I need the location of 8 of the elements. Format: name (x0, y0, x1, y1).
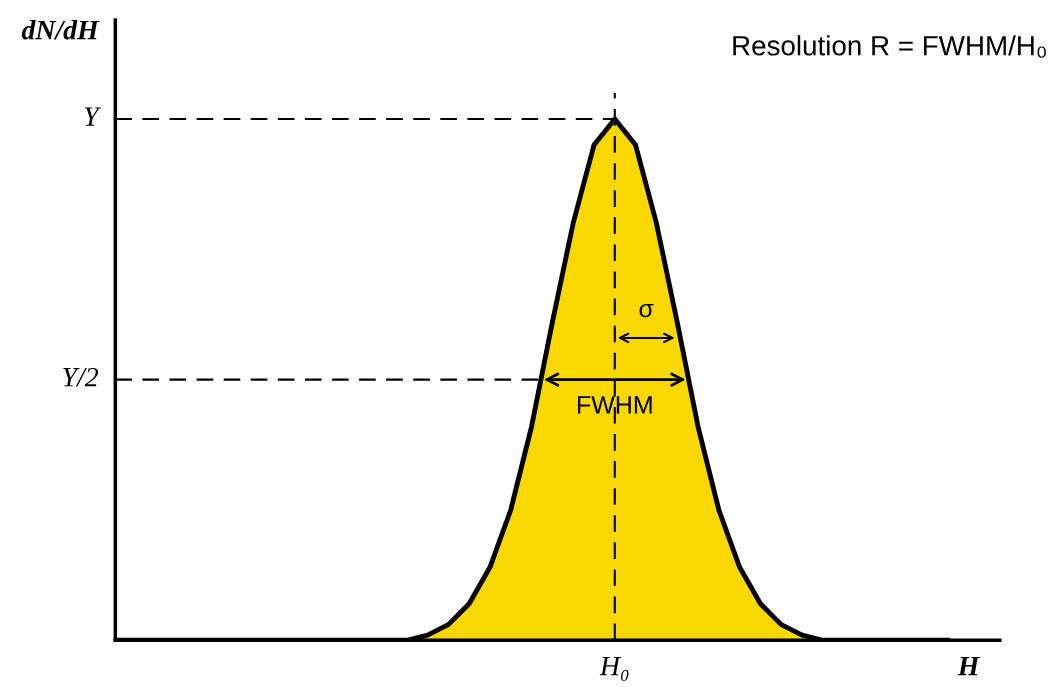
text: Resolution R = FWHM/H₀ (733, 35, 1046, 58)
annotation: FWHM (577, 396, 652, 414)
ref-line-label: Y/2 (63, 367, 99, 387)
text: H₀ (599, 657, 629, 682)
ref-line-label: Y (84, 107, 102, 126)
x-axis-title: H (957, 657, 981, 676)
annotation: σ (639, 303, 654, 318)
y-axis-title: dN/dH (21, 19, 100, 40)
